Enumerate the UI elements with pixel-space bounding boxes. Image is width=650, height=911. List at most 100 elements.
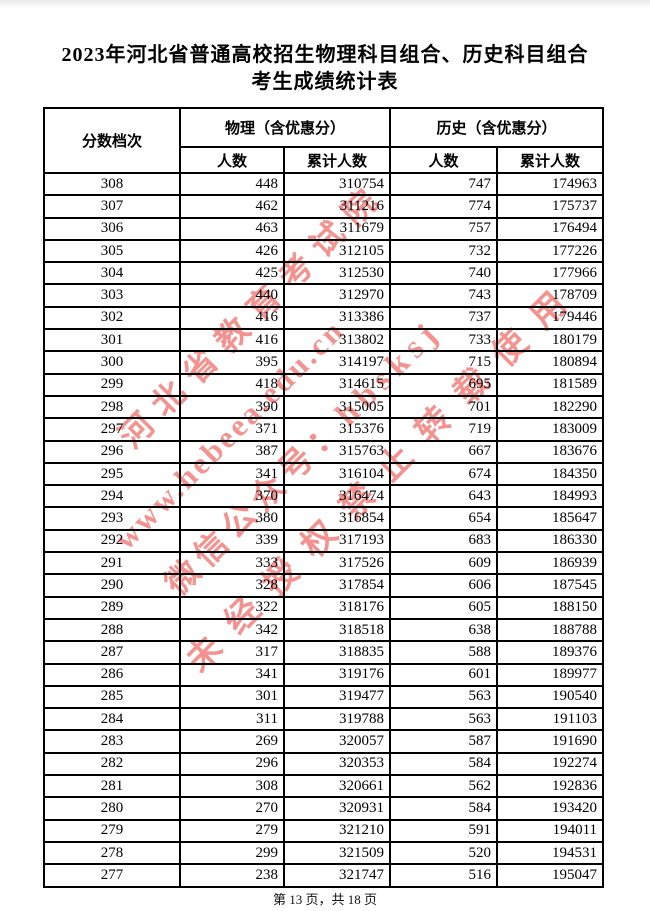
history-cumulative-cell: 180894 (496, 350, 605, 375)
physics-cumulative-cell: 320931 (282, 796, 392, 821)
score-cell: 292 (43, 528, 181, 554)
table-row: 306 463 311679 757 176494 (43, 216, 605, 241)
score-cell: 279 (43, 818, 181, 843)
history-cumulative-cell: 195047 (496, 863, 605, 888)
table-row: 287 317 318835 588 189376 (43, 640, 605, 665)
history-cumulative-cell: 189977 (496, 662, 605, 687)
table-row: 292 339 317193 683 186330 (43, 528, 605, 554)
score-cell: 289 (43, 595, 181, 620)
history-cumulative-cell: 193420 (496, 796, 605, 821)
table-row: 298 390 315005 701 182290 (43, 394, 605, 420)
physics-cumulative-cell: 318518 (282, 617, 392, 643)
physics-count-cell: 279 (179, 818, 285, 843)
physics-count-cell: 311 (179, 707, 285, 732)
physics-count-cell: 341 (179, 662, 285, 687)
physics-count-cell: 425 (179, 261, 285, 286)
score-cell: 284 (43, 707, 181, 732)
history-count-cell: 591 (389, 818, 499, 843)
physics-count-cell: 333 (179, 551, 285, 576)
physics-cumulative-cell: 320353 (282, 751, 392, 777)
history-cumulative-cell: 183676 (496, 439, 605, 464)
history-cumulative-cell: 178709 (496, 283, 605, 308)
page-title: 2023年河北省普通高校招生物理科目组合、历史科目组合 考生成绩统计表 (0, 42, 650, 96)
history-count-cell: 683 (389, 528, 499, 554)
score-cell: 303 (43, 283, 181, 308)
table-row: 282 296 320353 584 192274 (43, 751, 605, 777)
history-cumulative-cell: 176494 (496, 216, 605, 241)
table-row: 305 426 312105 732 177226 (43, 238, 605, 264)
physics-count-cell: 322 (179, 595, 285, 620)
table-row: 308 448 310754 747 174963 (43, 171, 605, 197)
history-cumulative-cell: 179446 (496, 305, 605, 331)
physics-count-cell: 395 (179, 350, 285, 375)
score-cell: 308 (43, 171, 181, 197)
page-footer: 第 13 页，共 18 页 (272, 892, 377, 907)
history-cumulative-cell: 183009 (496, 417, 605, 442)
table-row: 307 462 311216 774 175737 (43, 194, 605, 219)
physics-cumulative-cell: 319477 (282, 684, 392, 710)
table-row: 301 416 313802 733 180179 (43, 328, 605, 353)
history-cumulative-cell: 192274 (496, 751, 605, 777)
page-title-line1: 2023年河北省普通高校招生物理科目组合、历史科目组合 (61, 44, 589, 66)
physics-count-cell: 418 (179, 372, 285, 397)
history-cumulative-cell: 194011 (496, 818, 605, 843)
physics-cumulative-cell: 315005 (282, 394, 392, 420)
header-physics-count: 人数 (179, 146, 285, 174)
history-cumulative-cell: 194531 (496, 840, 605, 866)
table-row: 293 380 316854 654 185647 (43, 506, 605, 531)
physics-count-cell: 416 (179, 305, 285, 331)
score-cell: 301 (43, 328, 181, 353)
table-row: 294 370 316474 643 184993 (43, 484, 605, 509)
history-count-cell: 654 (389, 506, 499, 531)
physics-cumulative-cell: 318835 (282, 640, 392, 665)
score-cell: 304 (43, 261, 181, 286)
score-cell: 302 (43, 305, 181, 331)
history-count-cell: 733 (389, 328, 499, 353)
history-cumulative-cell: 177226 (496, 238, 605, 264)
score-statistics-table-wrapper: 分数档次 物理（含优惠分） 历史（含优惠分） 人数 累计人数 人数 累计人数 3… (43, 107, 605, 888)
physics-count-cell: 440 (179, 283, 285, 308)
history-count-cell: 588 (389, 640, 499, 665)
score-cell: 282 (43, 751, 181, 777)
history-count-cell: 520 (389, 840, 499, 866)
history-count-cell: 695 (389, 372, 499, 397)
history-count-cell: 584 (389, 796, 499, 821)
header-history-count: 人数 (389, 146, 499, 174)
physics-count-cell: 416 (179, 328, 285, 353)
table-row: 303 440 312970 743 178709 (43, 283, 605, 308)
score-cell: 297 (43, 417, 181, 442)
history-cumulative-cell: 191103 (496, 707, 605, 732)
table-row: 280 270 320931 584 193420 (43, 796, 605, 821)
physics-cumulative-cell: 317854 (282, 573, 392, 598)
table-row: 285 301 319477 563 190540 (43, 684, 605, 710)
history-count-cell: 609 (389, 551, 499, 576)
header-physics-cumulative: 累计人数 (282, 146, 392, 174)
physics-count-cell: 296 (179, 751, 285, 777)
history-count-cell: 740 (389, 261, 499, 286)
score-cell: 305 (43, 238, 181, 264)
history-count-cell: 638 (389, 617, 499, 643)
physics-cumulative-cell: 316474 (282, 484, 392, 509)
physics-count-cell: 387 (179, 439, 285, 464)
physics-cumulative-cell: 313802 (282, 328, 392, 353)
physics-count-cell: 342 (179, 617, 285, 643)
physics-count-cell: 301 (179, 684, 285, 710)
table-row: 295 341 316104 674 184350 (43, 461, 605, 487)
history-cumulative-cell: 186330 (496, 528, 605, 554)
history-count-cell: 732 (389, 238, 499, 264)
score-cell: 299 (43, 372, 181, 397)
physics-count-cell: 341 (179, 461, 285, 487)
history-cumulative-cell: 180179 (496, 328, 605, 353)
table-body: 308 448 310754 747 174963 307 462 311216 774 1757… (43, 171, 605, 888)
physics-cumulative-cell: 315763 (282, 439, 392, 464)
history-count-cell: 747 (389, 171, 499, 197)
history-count-cell: 737 (389, 305, 499, 331)
physics-cumulative-cell: 314615 (282, 372, 392, 397)
history-count-cell: 516 (389, 863, 499, 888)
score-cell: 290 (43, 573, 181, 598)
history-count-cell: 562 (389, 774, 499, 799)
header-score-tier: 分数档次 (43, 107, 181, 174)
history-cumulative-cell: 185647 (496, 506, 605, 531)
history-cumulative-cell: 190540 (496, 684, 605, 710)
table-row: 281 308 320661 562 192836 (43, 774, 605, 799)
